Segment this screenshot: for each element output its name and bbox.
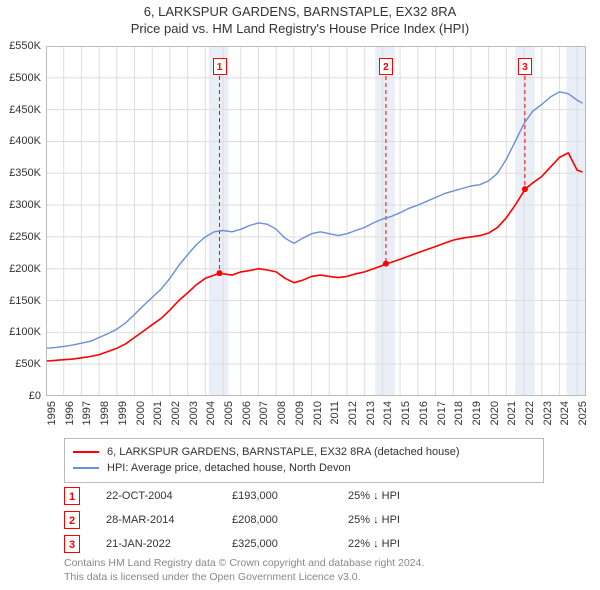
y-tick-label: £450K (9, 104, 41, 116)
legend-row: HPI: Average price, detached house, Nort… (73, 460, 535, 476)
x-tick-label: 2000 (135, 401, 147, 425)
x-tick-label: 2019 (471, 401, 483, 425)
event-date: 21-JAN-2022 (106, 538, 206, 550)
event-row: 3 21-JAN-2022 £325,000 22% ↓ HPI (64, 532, 544, 556)
chart-titles: 6, LARKSPUR GARDENS, BARNSTAPLE, EX32 8R… (0, 0, 600, 36)
x-tick-label: 2023 (542, 401, 554, 425)
y-tick-label: £300K (9, 199, 41, 211)
event-row: 2 28-MAR-2014 £208,000 25% ↓ HPI (64, 508, 544, 532)
y-axis: £0£50K£100K£150K£200K£250K£300K£350K£400… (0, 46, 44, 396)
x-tick-label: 1995 (46, 401, 58, 425)
legend-row: 6, LARKSPUR GARDENS, BARNSTAPLE, EX32 8R… (73, 444, 535, 460)
x-tick-label: 2003 (188, 401, 200, 425)
y-tick-label: £350K (9, 167, 41, 179)
y-tick-label: £250K (9, 231, 41, 243)
event-badge: 1 (64, 487, 80, 505)
y-tick-label: £150K (9, 295, 41, 307)
x-tick-label: 2004 (205, 401, 217, 425)
x-tick-label: 1998 (99, 401, 111, 425)
event-price: £208,000 (232, 514, 322, 526)
legend-label: HPI: Average price, detached house, Nort… (107, 461, 351, 475)
x-tick-label: 2010 (312, 401, 324, 425)
footer-attribution: Contains HM Land Registry data © Crown c… (64, 556, 544, 584)
y-tick-label: £50K (15, 358, 41, 370)
x-tick-label: 2018 (453, 401, 465, 425)
x-tick-label: 2025 (577, 401, 589, 425)
legend-swatch (73, 451, 99, 453)
x-tick-label: 2005 (223, 401, 235, 425)
legend-label: 6, LARKSPUR GARDENS, BARNSTAPLE, EX32 8R… (107, 445, 460, 459)
event-marker-badge: 3 (518, 58, 532, 75)
x-tick-label: 2024 (559, 401, 571, 425)
y-tick-label: £100K (9, 326, 41, 338)
event-row: 1 22-OCT-2004 £193,000 25% ↓ HPI (64, 484, 544, 508)
x-tick-label: 1999 (117, 401, 129, 425)
x-tick-label: 2013 (365, 401, 377, 425)
event-delta: 22% ↓ HPI (348, 538, 544, 550)
events-table: 1 22-OCT-2004 £193,000 25% ↓ HPI 2 28-MAR-201… (64, 484, 544, 556)
y-tick-label: £0 (29, 390, 41, 402)
x-tick-label: 2020 (489, 401, 501, 425)
x-tick-label: 1996 (64, 401, 76, 425)
chart-title-line2: Price paid vs. HM Land Registry's House … (0, 21, 600, 36)
x-tick-label: 2002 (170, 401, 182, 425)
x-tick-label: 2008 (276, 401, 288, 425)
event-price: £193,000 (232, 490, 322, 502)
event-date: 28-MAR-2014 (106, 514, 206, 526)
y-tick-label: £500K (9, 72, 41, 84)
legend-box: 6, LARKSPUR GARDENS, BARNSTAPLE, EX32 8R… (64, 438, 544, 483)
y-tick-label: £200K (9, 263, 41, 275)
x-tick-label: 2009 (294, 401, 306, 425)
event-delta: 25% ↓ HPI (348, 490, 544, 502)
chart-title-line1: 6, LARKSPUR GARDENS, BARNSTAPLE, EX32 8R… (0, 4, 600, 19)
x-tick-label: 2007 (258, 401, 270, 425)
x-tick-label: 2016 (418, 401, 430, 425)
footer-line2: This data is licensed under the Open Gov… (64, 570, 544, 584)
event-badge: 2 (64, 511, 80, 529)
x-tick-label: 2022 (524, 401, 536, 425)
page-root: 6, LARKSPUR GARDENS, BARNSTAPLE, EX32 8R… (0, 0, 600, 590)
event-marker-badge: 2 (379, 58, 393, 75)
y-tick-label: £550K (9, 40, 41, 52)
chart-area: 1 2 3 (46, 46, 586, 396)
x-tick-label: 2001 (152, 401, 164, 425)
x-axis: 1995 1996 1997 1998 1999 2000 2001 2002 2003 2004… (46, 398, 586, 438)
x-tick-label: 2006 (241, 401, 253, 425)
event-marker-badge: 1 (213, 58, 227, 75)
event-price: £325,000 (232, 538, 322, 550)
x-tick-label: 2015 (400, 401, 412, 425)
footer-line1: Contains HM Land Registry data © Crown c… (64, 556, 544, 570)
x-tick-label: 2012 (347, 401, 359, 425)
y-tick-label: £400K (9, 135, 41, 147)
legend-swatch (73, 467, 99, 469)
event-date: 22-OCT-2004 (106, 490, 206, 502)
x-tick-label: 2014 (382, 401, 394, 425)
x-tick-label: 1997 (81, 401, 93, 425)
chart-border (46, 46, 586, 396)
x-tick-label: 2017 (436, 401, 448, 425)
event-delta: 25% ↓ HPI (348, 514, 544, 526)
x-tick-label: 2021 (506, 401, 518, 425)
x-tick-label: 2011 (329, 401, 341, 425)
event-badge: 3 (64, 535, 80, 553)
